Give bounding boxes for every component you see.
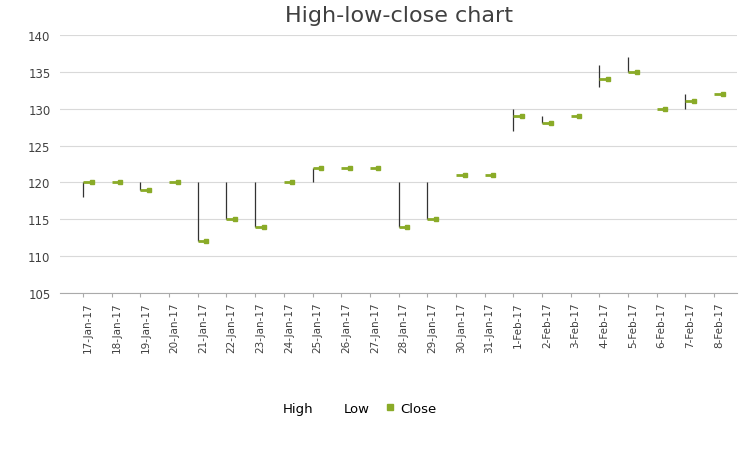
Legend: High, Low, Close: High, Low, Close: [260, 397, 442, 420]
Title: High-low-close chart: High-low-close chart: [284, 6, 513, 26]
